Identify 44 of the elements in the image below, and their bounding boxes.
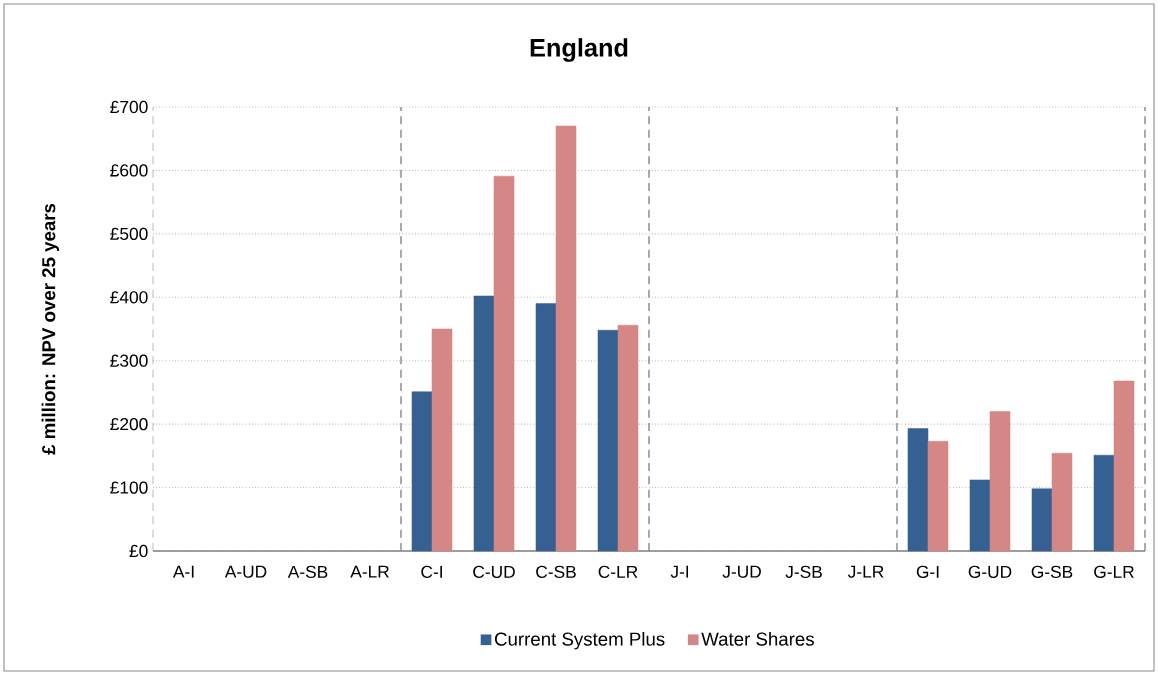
x-tick-label: G-LR [1094, 565, 1134, 578]
y-tick-label: £300 [110, 354, 148, 367]
bar [1051, 453, 1073, 552]
y-tick-label: £200 [110, 417, 148, 431]
y-tick-label: £600 [110, 164, 148, 177]
x-tick-label: G-UD [968, 565, 1012, 578]
x-tick-label: J-LR [847, 565, 884, 578]
x-tick-label: C-UD [473, 565, 515, 578]
legend-label: Current System Plus [494, 632, 665, 650]
bar [617, 324, 639, 552]
bar [555, 125, 577, 552]
y-tick-label: £700 [110, 100, 148, 114]
y-axis-title: £ million: NPV over 25 years [41, 203, 60, 455]
legend-label: Water Shares [701, 632, 814, 646]
chart-title: England [530, 38, 628, 62]
x-tick-label: A-LR [350, 565, 389, 578]
y-tick-label: £100 [110, 481, 148, 494]
x-tick-label: A-UD [224, 565, 267, 578]
y-tick-label: £500 [110, 227, 148, 240]
bar [907, 428, 929, 552]
bar [989, 411, 1011, 552]
bar [431, 328, 453, 552]
bar [411, 391, 433, 552]
bar [927, 440, 949, 552]
x-tick-label: C-LR [598, 565, 638, 578]
bar [473, 295, 495, 552]
x-tick-label: C-SB [536, 565, 576, 578]
y-tick-label: £0 [129, 544, 148, 558]
x-tick-label: C-I [421, 565, 442, 578]
x-tick-label: A-I [172, 565, 194, 578]
bar [597, 329, 619, 552]
bar [493, 175, 515, 552]
bar [1031, 488, 1053, 552]
bar [969, 479, 991, 552]
x-tick-label: J-I [670, 565, 689, 578]
x-tick-label: G-I [916, 565, 939, 578]
x-tick-label: G-SB [1031, 565, 1073, 578]
bar [1113, 380, 1135, 552]
x-tick-label: A-SB [287, 565, 328, 578]
x-tick-label: J-SB [785, 565, 822, 578]
bar [1093, 454, 1115, 552]
bar [535, 303, 557, 552]
x-tick-label: J-UD [722, 565, 761, 578]
y-tick-label: £400 [110, 291, 148, 304]
